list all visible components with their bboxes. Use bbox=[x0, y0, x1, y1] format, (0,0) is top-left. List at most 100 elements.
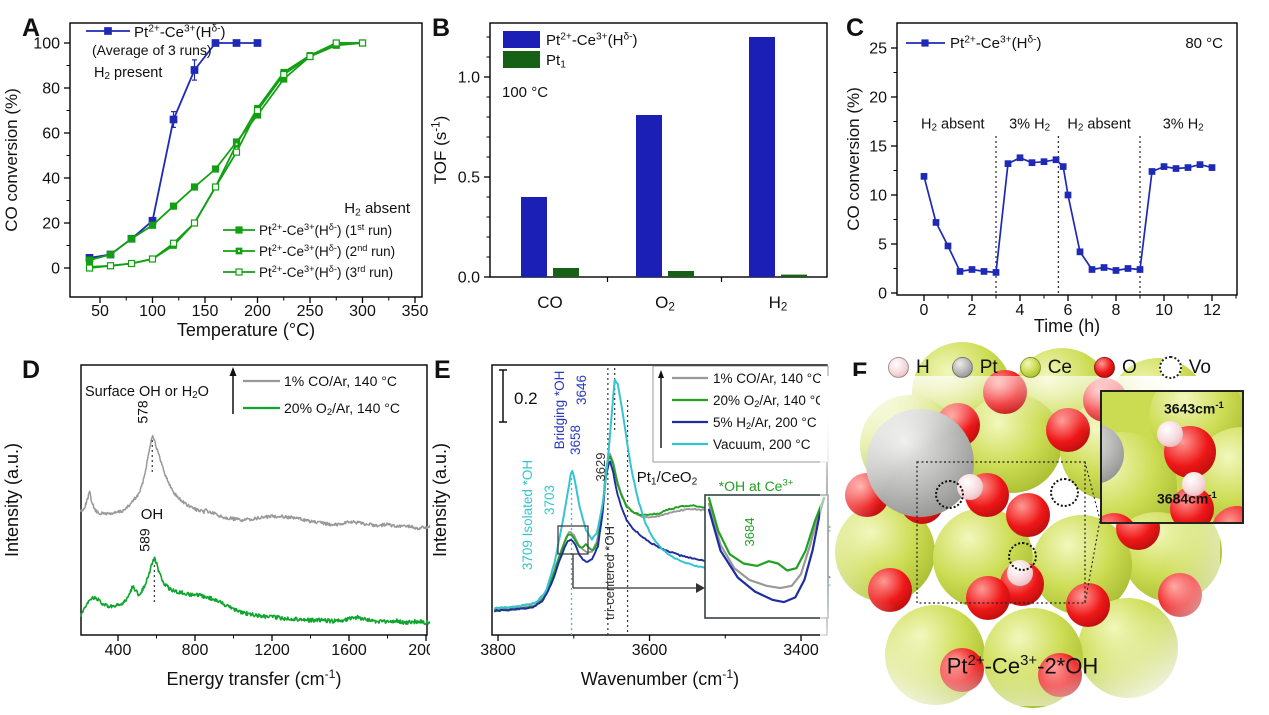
ce-atom bbox=[1107, 512, 1207, 522]
inset-wavenumber-label: 3684cm-1 bbox=[1157, 490, 1217, 507]
legend-item-Pt: Pt bbox=[951, 356, 998, 379]
up-arrow-icon bbox=[229, 367, 237, 376]
x-tick-label: 12 bbox=[1203, 302, 1221, 319]
legend-note: (Average of 3 runs) bbox=[92, 42, 212, 58]
legend-label: O bbox=[1121, 356, 1137, 378]
x-tick-label: 10 bbox=[1155, 302, 1173, 319]
legend-label: Pt bbox=[979, 356, 998, 378]
panel-a-label: A bbox=[22, 14, 41, 42]
panel-b-axes: 0.0 0.5 1.0 TOF (s-1) bbox=[430, 22, 828, 287]
structure-caption: Pt2+-Ce3+-2*OH bbox=[946, 652, 1099, 679]
legend-series-label: Pt2+-Ce3+(Hδ-) bbox=[134, 23, 226, 41]
panel-b-legend: Pt2+-Ce3+(Hδ-) Pt1 100 °C bbox=[502, 31, 638, 101]
ce-atom bbox=[1192, 522, 1244, 524]
legend-item-label: 5% H2/Ar, 200 °C bbox=[713, 415, 817, 431]
legend-label: Vo bbox=[1188, 356, 1211, 378]
panel-f-structure-diagram: 3643cm-1 3684cm-1 H Pt Ce O Vo Pt2+-Ce3+-2*OH bbox=[820, 340, 1269, 715]
y-tick-label: 0 bbox=[51, 261, 60, 278]
x-tick-label: 0 bbox=[920, 302, 929, 319]
legend-item-label: 20% O2/Ar, 140 °C bbox=[713, 393, 825, 409]
y-tick-label: 5 bbox=[878, 237, 887, 254]
y-tick-label: 1.0 bbox=[458, 70, 480, 87]
y-tick-label: 0.5 bbox=[458, 170, 480, 187]
panel-a-axes: 50 100 150 200 250 300 350 0 20 40 60 80 100 Temperat… bbox=[2, 22, 429, 340]
panel-e-legend: 1% CO/Ar, 140 °C 20% O2/Ar, 140 °C 5% H2/A… bbox=[652, 365, 829, 463]
category-label: CO bbox=[537, 293, 563, 312]
h-atom bbox=[1182, 472, 1206, 496]
x-axis-label: Wavenumber (cm-1) bbox=[581, 667, 739, 689]
panel-d-series bbox=[80, 434, 430, 626]
x-tick-label: 3400 bbox=[783, 642, 819, 659]
panel-c-legend: Pt2+-Ce3+(Hδ-) 80 °C bbox=[906, 34, 1223, 52]
unit-cell-overlay bbox=[916, 461, 1101, 604]
legend-item-O: O bbox=[1093, 356, 1137, 379]
region-label: 3% H2 bbox=[1009, 116, 1050, 133]
x-tick-label: 400 bbox=[105, 642, 132, 659]
peak-label: tri-centered *OH bbox=[602, 526, 617, 620]
panel-c-axes: 0 2 4 6 8 10 12 0 5 10 15 20 25 Time (h) CO conversion… bbox=[845, 22, 1238, 336]
y-axis-label: Intensity (a.u.) bbox=[2, 443, 22, 557]
x-tick-label: 200 bbox=[244, 303, 271, 320]
y-axis-label: CO conversion (%) bbox=[845, 87, 863, 231]
vo-legend-icon bbox=[1158, 356, 1182, 379]
sample-label: Pt1/CeO2 bbox=[637, 469, 698, 487]
y-tick-label: 10 bbox=[869, 188, 887, 205]
panel-e-scalebar: 0.2 bbox=[499, 369, 538, 423]
panel-d-axes: 400 800 1200 1600 2000 Energy transfer (cm-1)… bbox=[2, 364, 430, 689]
legend-item-label: Vacuum, 200 °C bbox=[713, 437, 811, 452]
legend-item-label: 20% O2/Ar, 140 °C bbox=[284, 400, 400, 418]
legend-item-H: H bbox=[888, 357, 930, 379]
panel-a-legend-bottom: H2 absent Pt2+-Ce3+(Hδ-) (1st run) Pt2+-Ce… bbox=[223, 200, 411, 280]
y-axis-label: TOF (s-1) bbox=[430, 116, 450, 185]
y-tick-label: 15 bbox=[869, 139, 887, 156]
panel-c-stability-cycles-chart: 0 2 4 6 8 10 12 0 5 10 15 20 25 Time (h) CO conversion… bbox=[845, 22, 1238, 336]
x-tick-label: 800 bbox=[182, 642, 209, 659]
unit-cell-rect bbox=[916, 461, 1101, 604]
legend-series-label: Pt1 bbox=[546, 52, 566, 70]
region-label: H2 absent bbox=[921, 116, 985, 133]
panel-e-zoom-callout bbox=[557, 525, 705, 593]
peak-label: Bridging *OH bbox=[552, 371, 567, 450]
peak-label: 589 bbox=[136, 528, 152, 552]
x-tick-label: 1600 bbox=[331, 642, 367, 659]
inset-title: *OH at Ce3+ bbox=[719, 478, 794, 494]
ce-legend-icon bbox=[1019, 357, 1041, 378]
category-label: O2 bbox=[655, 293, 675, 314]
peak-label: 578 bbox=[134, 400, 150, 424]
x-tick-label: 1200 bbox=[254, 642, 290, 659]
y-tick-label: 0 bbox=[878, 286, 887, 303]
h-legend-icon bbox=[888, 357, 909, 378]
y-tick-label: 40 bbox=[42, 171, 60, 188]
peak-label: OH bbox=[141, 506, 164, 523]
x-tick-label: 6 bbox=[1064, 302, 1073, 319]
o-legend-icon bbox=[1093, 357, 1115, 378]
panel-d-energy-transfer-spectra: 400 800 1200 1600 2000 Energy transfer (cm-1)… bbox=[2, 364, 430, 689]
x-tick-label: 150 bbox=[192, 303, 219, 320]
panel-d-legend: 1% CO/Ar, 140 °C 20% O2/Ar, 140 °C bbox=[229, 367, 400, 418]
x-tick-label: 4 bbox=[1016, 302, 1025, 319]
y-tick-label: 60 bbox=[42, 126, 60, 143]
legend-item-label: Pt2+-Ce3+(Hδ-) (3rd run) bbox=[259, 264, 393, 280]
x-tick-label: 2 bbox=[968, 302, 977, 319]
inset-peak-label: 3684 bbox=[742, 518, 757, 547]
pt-atom bbox=[1102, 424, 1124, 484]
right-arrow-icon bbox=[696, 583, 705, 593]
legend-item-label: Pt2+-Ce3+(Hδ-) (2nd run) bbox=[259, 243, 395, 259]
x-tick-label: 250 bbox=[297, 303, 324, 320]
annotation: Surface OH or H2O bbox=[85, 384, 209, 401]
peak-label: 3658 bbox=[568, 425, 583, 455]
panel-b-label: B bbox=[432, 14, 451, 42]
x-tick-label: 350 bbox=[402, 303, 429, 320]
y-tick-label: 25 bbox=[869, 41, 887, 58]
x-axis-label: Time (h) bbox=[1034, 316, 1100, 336]
peak-label: 3703 bbox=[542, 485, 557, 515]
scalebar-value: 0.2 bbox=[514, 389, 538, 408]
atom-legend: H Pt Ce O Vo bbox=[888, 356, 1211, 379]
temperature-note: 100 °C bbox=[502, 84, 548, 101]
panel-a-series bbox=[85, 39, 367, 272]
panel-e-annotations bbox=[570, 368, 629, 635]
region-label: 3% H2 bbox=[1163, 116, 1204, 133]
legend-label: H bbox=[916, 356, 930, 378]
x-tick-label: 3800 bbox=[480, 642, 516, 659]
